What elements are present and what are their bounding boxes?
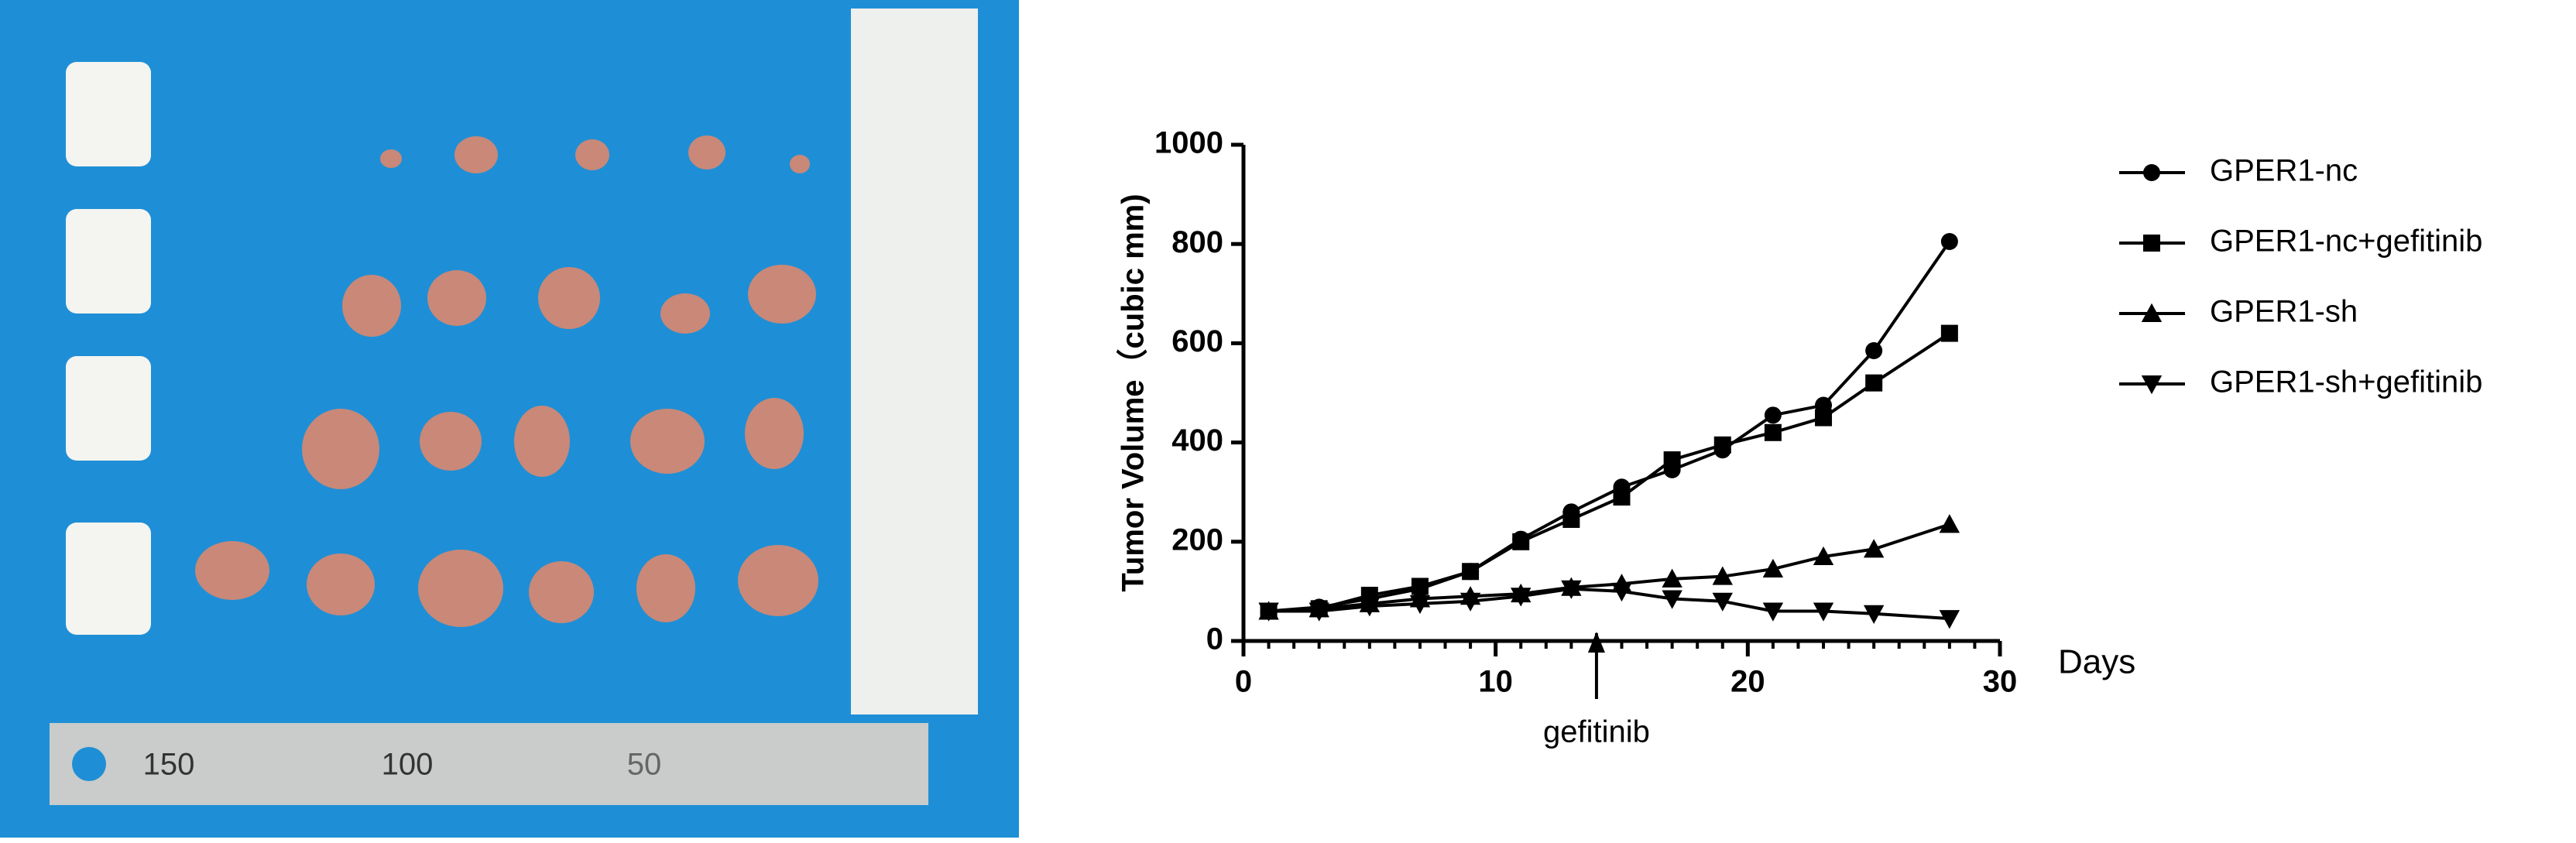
legend-label: GPER1-nc+gefitinib <box>2210 224 2482 259</box>
label-card <box>66 209 151 314</box>
x-tick-label: 20 <box>1730 665 1765 699</box>
tumors <box>195 135 818 627</box>
data-point <box>1764 406 1782 424</box>
x-tick-label: 10 <box>1478 665 1513 699</box>
data-point <box>1863 539 1885 558</box>
y-tick-label: 1000 <box>1154 126 1223 160</box>
y-tick-label: 200 <box>1171 523 1223 557</box>
data-point <box>1359 598 1381 617</box>
data-point <box>1813 546 1834 566</box>
data-point <box>1762 558 1784 578</box>
vertical-ruler <box>851 9 978 714</box>
data-point <box>1411 577 1429 595</box>
y-tick-label: 600 <box>1171 324 1223 358</box>
data-point <box>1512 533 1530 550</box>
legend-marker <box>2143 164 2160 181</box>
data-point <box>1813 602 1834 622</box>
data-point <box>1562 510 1580 528</box>
tumor-photo: 150 100 50 <box>0 0 1019 838</box>
legend-label: GPER1-sh <box>2210 295 2358 329</box>
series-line <box>1268 240 1951 613</box>
data-point <box>1460 592 1481 612</box>
annotation: gefitinib <box>1543 715 1650 749</box>
series-line <box>1268 331 1950 613</box>
data-point <box>1939 610 1960 629</box>
steel-ruler <box>50 723 928 805</box>
series-line <box>1268 523 1950 613</box>
data-point <box>1764 423 1782 441</box>
data-point <box>1662 568 1682 588</box>
label-card <box>66 62 151 166</box>
data-point <box>1940 232 1958 250</box>
data-point <box>1258 602 1279 622</box>
legend-label: GPER1-nc <box>2210 154 2358 188</box>
data-point <box>1762 602 1784 622</box>
data-point <box>1865 342 1883 360</box>
data-point <box>1462 563 1480 581</box>
data-point <box>1940 324 1958 342</box>
annotation-arrowhead <box>1587 632 1605 653</box>
data-point <box>1712 592 1733 612</box>
legend-marker <box>2143 235 2160 252</box>
x-tick-label: 0 <box>1235 665 1252 699</box>
series-line <box>1268 587 1950 621</box>
data-point <box>1611 582 1632 602</box>
photo-background <box>0 0 1019 838</box>
label-card <box>66 356 151 461</box>
data-point <box>1663 451 1681 469</box>
data-point <box>1309 602 1329 622</box>
data-point <box>1511 588 1532 607</box>
data-point <box>1613 488 1631 506</box>
label-card <box>66 523 151 635</box>
data-point <box>1561 580 1582 599</box>
legend-label: GPER1-sh+gefitinib <box>2210 365 2482 399</box>
data-point <box>1815 409 1833 427</box>
data-point <box>1409 595 1431 615</box>
data-point <box>1712 566 1733 585</box>
y-tick-label: 0 <box>1206 622 1223 656</box>
data-point <box>1713 436 1731 454</box>
ruler-label: 50 <box>627 748 662 782</box>
data-point <box>1939 514 1960 533</box>
y-axis-label: Tumor Volume（cubic mm) <box>1116 194 1151 591</box>
x-axis-label: Days <box>2058 643 2135 681</box>
legend-marker <box>2141 303 2163 322</box>
data-point <box>1863 605 1885 624</box>
x-tick-label: 30 <box>1983 665 2018 699</box>
ruler-hole <box>72 747 106 781</box>
legend-marker <box>2141 375 2163 395</box>
y-tick-label: 400 <box>1171 423 1223 457</box>
ruler-label: 150 <box>143 748 195 782</box>
y-tick-label: 800 <box>1171 225 1223 259</box>
data-point <box>1865 374 1883 392</box>
ruler-label: 100 <box>382 748 434 782</box>
data-point <box>1662 590 1682 609</box>
